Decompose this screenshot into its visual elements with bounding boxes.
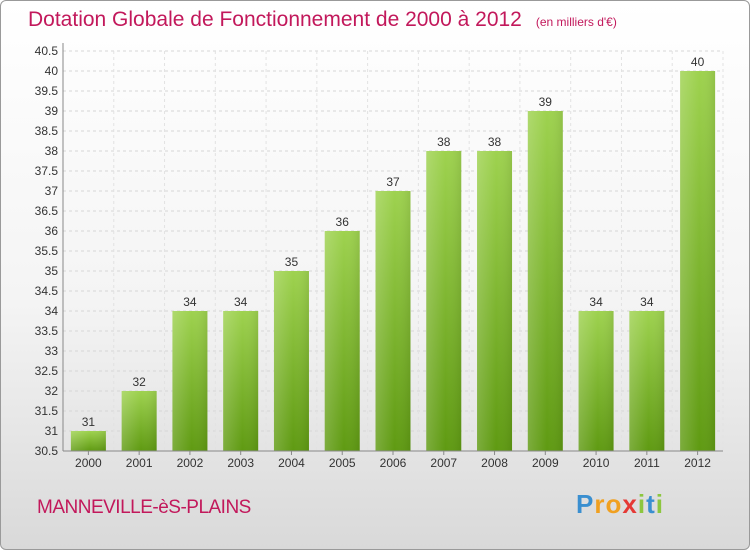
y-tick-label: 30.5 xyxy=(35,444,59,458)
x-tick-label: 2005 xyxy=(329,456,356,470)
bar-shade xyxy=(477,151,513,451)
logo-letter: o xyxy=(605,489,623,519)
bar-shade xyxy=(680,71,716,451)
bars: 31 32 34 34 35 36 37 38 38 39 34 34 40 xyxy=(70,55,716,451)
bar-value-label: 38 xyxy=(437,135,451,149)
bar-value-label: 35 xyxy=(285,255,299,269)
y-tick-label: 37.5 xyxy=(35,164,59,178)
bar-shade xyxy=(578,311,614,451)
axes: 30.5 31 31.5 32 32.5 33 33.5 34 34.5 35 35.5 36 36.5… xyxy=(35,43,723,470)
bar-shade xyxy=(426,151,462,451)
x-tick-label: 2002 xyxy=(177,456,204,470)
x-tick-label: 2006 xyxy=(380,456,407,470)
bar-shade xyxy=(324,231,360,451)
bar-value-label: 31 xyxy=(82,415,96,429)
town-name: MANNEVILLE-èS-PLAINS xyxy=(37,497,251,518)
chart-unit: (en milliers d'€) xyxy=(535,15,617,29)
y-tick-label: 31 xyxy=(45,424,59,438)
x-tick-label: 2007 xyxy=(430,456,457,470)
y-tick-label: 34.5 xyxy=(35,284,59,298)
y-tick-label: 34 xyxy=(45,304,59,318)
bar-value-label: 36 xyxy=(336,215,350,229)
y-tick-label: 32.5 xyxy=(35,364,59,378)
bar-shade xyxy=(527,111,563,451)
logo-letter: t xyxy=(646,489,656,519)
logo-letter: i xyxy=(637,489,647,519)
bar-shade xyxy=(172,311,208,451)
proxiti-logo: Proxiti xyxy=(576,489,664,520)
bar-shade xyxy=(629,311,665,451)
logo-letter: x xyxy=(622,489,638,519)
bar-value-label: 38 xyxy=(488,135,502,149)
bar-value-label: 34 xyxy=(183,295,197,309)
x-tick-label: 2001 xyxy=(126,456,153,470)
bar-shade xyxy=(121,391,157,451)
bar-value-label: 34 xyxy=(234,295,248,309)
y-tick-label: 35 xyxy=(45,264,59,278)
x-tick-label: 2011 xyxy=(634,456,660,470)
bar-value-label: 39 xyxy=(539,95,553,109)
bar-value-label: 37 xyxy=(386,175,400,189)
bar-shade xyxy=(375,191,411,451)
logo-letter: P xyxy=(576,489,595,519)
logo-letter: r xyxy=(594,489,606,519)
y-tick-label: 33.5 xyxy=(35,324,59,338)
y-tick-label: 36.5 xyxy=(35,204,59,218)
bar-value-label: 40 xyxy=(691,55,705,69)
y-tick-label: 40 xyxy=(45,64,59,78)
y-tick-label: 40.5 xyxy=(35,44,59,58)
y-tick-label: 35.5 xyxy=(35,244,59,258)
bar-value-label: 34 xyxy=(589,295,603,309)
x-tick-label: 2008 xyxy=(481,456,508,470)
bar-value-label: 34 xyxy=(640,295,654,309)
bar-shade xyxy=(223,311,259,451)
y-tick-label: 36 xyxy=(45,224,59,238)
y-tick-label: 39.5 xyxy=(35,84,59,98)
bar-shade xyxy=(70,431,106,451)
bar-shade xyxy=(273,271,309,451)
x-tick-label: 2000 xyxy=(75,456,102,470)
x-tick-label: 2012 xyxy=(684,456,711,470)
x-tick-label: 2009 xyxy=(532,456,559,470)
y-tick-label: 38.5 xyxy=(35,124,59,138)
y-tick-label: 33 xyxy=(45,344,59,358)
y-tick-label: 37 xyxy=(45,184,59,198)
y-tick-label: 31.5 xyxy=(35,404,59,418)
chart-title: Dotation Globale de Fonctionnement de 20… xyxy=(28,8,617,32)
y-tick-label: 38 xyxy=(45,144,59,158)
x-tick-label: 2010 xyxy=(583,456,610,470)
bar-value-label: 32 xyxy=(132,375,146,389)
x-tick-label: 2003 xyxy=(227,456,254,470)
x-tick-label: 2004 xyxy=(278,456,305,470)
y-tick-label: 32 xyxy=(45,384,59,398)
logo-letter: i xyxy=(655,489,664,519)
y-tick-label: 39 xyxy=(45,104,59,118)
chart-title-text: Dotation Globale de Fonctionnement de 20… xyxy=(28,8,522,31)
